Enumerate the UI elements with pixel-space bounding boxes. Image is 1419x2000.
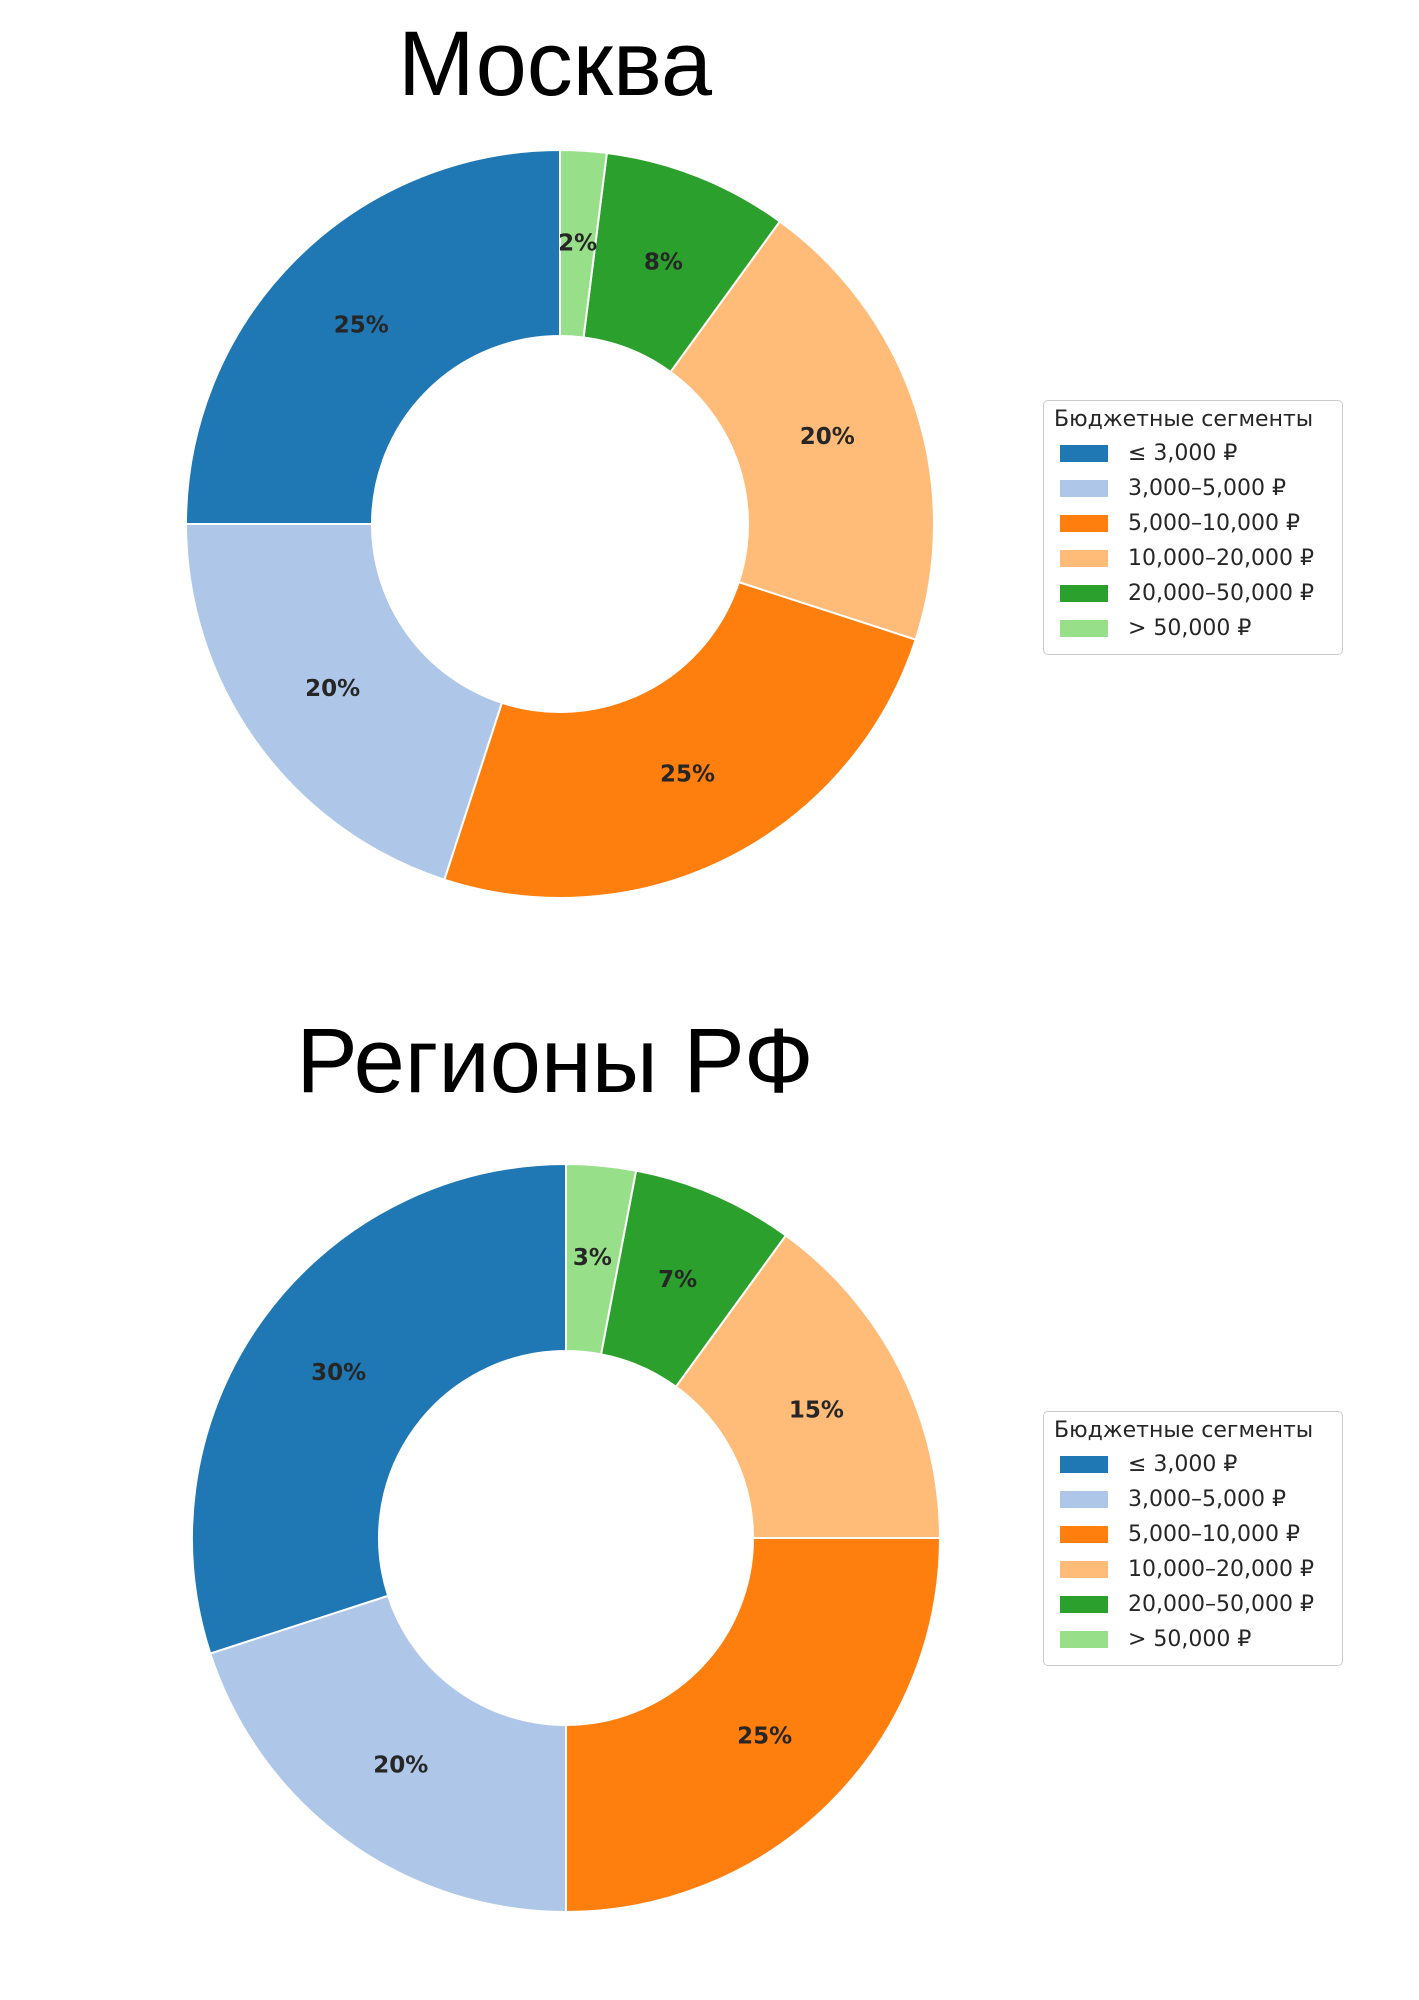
slice-percent-label: 20% — [305, 676, 360, 702]
chart-title: Москва — [397, 13, 713, 115]
legend-label: > 50,000 ₽ — [1128, 616, 1252, 641]
legend-item: 5,000–10,000 ₽ — [1054, 1517, 1332, 1552]
legend: Бюджетные сегменты ≤ 3,000 ₽ 3,000–5,000 … — [1043, 400, 1343, 655]
slice-percent-label: 30% — [311, 1360, 366, 1386]
slice-percent-label: 20% — [800, 424, 855, 450]
legend-label: > 50,000 ₽ — [1128, 1627, 1252, 1652]
donut-slice-50-000 — [565, 1162, 638, 1356]
legend-items: ≤ 3,000 ₽ 3,000–5,000 ₽ 5,000–10,000 ₽ 10,0… — [1054, 436, 1332, 646]
donut-slice-50-000 — [559, 148, 608, 339]
legend-swatch — [1060, 550, 1108, 567]
donut-slice-5-000-10-000 — [565, 1537, 942, 1914]
legend: Бюджетные сегменты ≤ 3,000 ₽ 3,000–5,000 … — [1043, 1411, 1343, 1666]
legend-label: 3,000–5,000 ₽ — [1128, 1487, 1286, 1512]
legend-swatch — [1060, 585, 1108, 602]
chart-panel-regions: Регионы РФ 30% 20% 25% 15% 7% 3% Бюджетные се… — [0, 1000, 1419, 2000]
legend-item: 20,000–50,000 ₽ — [1054, 1587, 1332, 1622]
legend-swatch — [1060, 1456, 1108, 1473]
slice-percent-label: 2% — [558, 231, 597, 257]
slice-percent-label: 20% — [373, 1752, 428, 1778]
legend-label: 10,000–20,000 ₽ — [1128, 1557, 1314, 1582]
legend-swatch — [1060, 445, 1108, 462]
donut-slice-3-000 — [191, 1162, 567, 1655]
legend-item: 3,000–5,000 ₽ — [1054, 471, 1332, 506]
donut-slice-10-000-20-000 — [669, 220, 935, 641]
legend-item: 3,000–5,000 ₽ — [1054, 1482, 1332, 1517]
legend-swatch — [1060, 1526, 1108, 1543]
legend-label: 5,000–10,000 ₽ — [1128, 1522, 1300, 1547]
legend-label: 20,000–50,000 ₽ — [1128, 1592, 1314, 1617]
legend-item: > 50,000 ₽ — [1054, 611, 1332, 646]
legend-title: Бюджетные сегменты — [1054, 407, 1314, 432]
legend-item: ≤ 3,000 ₽ — [1054, 1447, 1332, 1482]
donut-slice-3-000 — [184, 148, 561, 525]
legend-swatch — [1060, 1491, 1108, 1508]
legend-title: Бюджетные сегменты — [1054, 1418, 1314, 1443]
slice-percent-label: 3% — [573, 1245, 612, 1271]
legend-item: 5,000–10,000 ₽ — [1054, 506, 1332, 541]
donut-chart-moscow: 25% 20% 25% 20% 8% 2% — [184, 148, 935, 899]
donut-slice-3-000-5-000 — [184, 523, 504, 881]
legend-label: 10,000–20,000 ₽ — [1128, 546, 1314, 571]
donut-slice-3-000-5-000 — [209, 1594, 567, 1914]
legend-item: ≤ 3,000 ₽ — [1054, 436, 1332, 471]
legend-swatch — [1060, 1596, 1108, 1613]
legend-item: 10,000–20,000 ₽ — [1054, 1552, 1332, 1587]
chart-panel-moscow: Москва 25% 20% 25% 20% 8% 2% Бюджетные сегмен… — [184, 13, 1343, 899]
legend-label: ≤ 3,000 ₽ — [1128, 441, 1238, 466]
slice-percent-label: 25% — [737, 1724, 792, 1750]
legend-swatch — [1060, 1561, 1108, 1578]
slice-percent-label: 8% — [644, 250, 683, 276]
legend-label: 3,000–5,000 ₽ — [1128, 476, 1286, 501]
legend-swatch — [1060, 515, 1108, 532]
chart-title: Регионы РФ — [296, 1010, 814, 1112]
donut-slice-10-000-20-000 — [674, 1234, 942, 1539]
legend-swatch — [1060, 620, 1108, 637]
legend-item: 10,000–20,000 ₽ — [1054, 541, 1332, 576]
legend-swatch — [1060, 480, 1108, 497]
legend-item: > 50,000 ₽ — [1054, 1622, 1332, 1657]
legend-label: 5,000–10,000 ₽ — [1128, 511, 1300, 536]
legend-label: ≤ 3,000 ₽ — [1128, 1452, 1238, 1477]
slice-percent-label: 25% — [334, 312, 389, 338]
legend-label: 20,000–50,000 ₽ — [1128, 581, 1314, 606]
slice-percent-label: 25% — [660, 761, 715, 787]
donut-chart-regions: 30% 20% 25% 15% 7% 3% — [191, 1162, 942, 1914]
slice-percent-label: 7% — [658, 1267, 697, 1293]
slice-percent-label: 15% — [789, 1397, 844, 1423]
legend-item: 20,000–50,000 ₽ — [1054, 576, 1332, 611]
legend-items: ≤ 3,000 ₽ 3,000–5,000 ₽ 5,000–10,000 ₽ 10,0… — [1054, 1447, 1332, 1657]
legend-swatch — [1060, 1631, 1108, 1648]
donut-slice-5-000-10-000 — [443, 580, 917, 899]
